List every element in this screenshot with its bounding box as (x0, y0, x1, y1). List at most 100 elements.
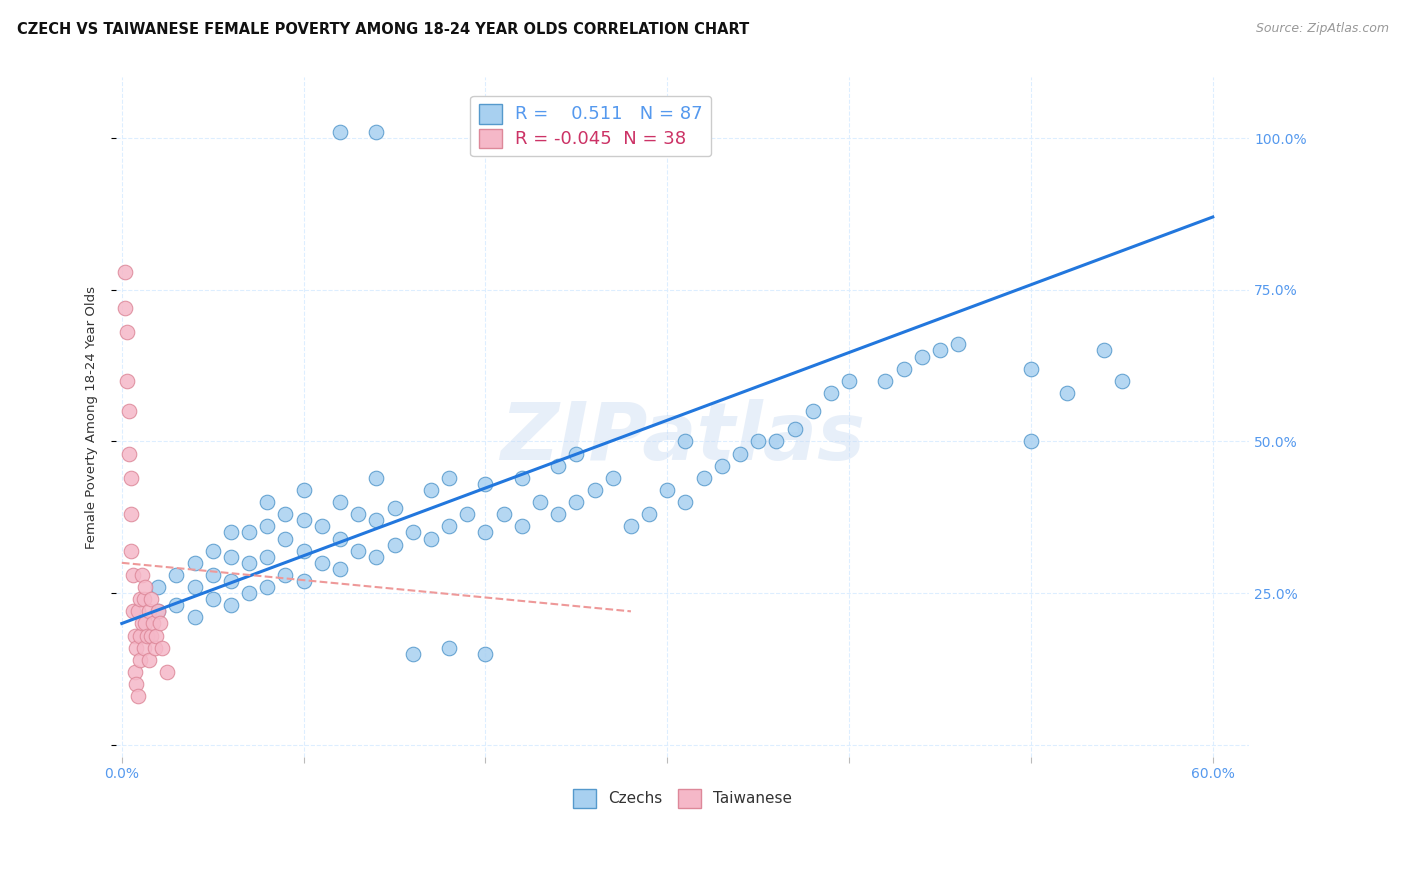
Point (347, 543, 370, 558)
Point (127, 690, 149, 704)
Point (292, 513, 315, 527)
Point (565, 495, 588, 509)
Point (125, 677, 148, 691)
Point (124, 665, 146, 679)
Point (219, 549, 242, 564)
Point (547, 508, 569, 522)
Point (114, 264, 136, 278)
Point (129, 592, 152, 607)
Point (510, 471, 533, 485)
Point (148, 604, 170, 618)
Point (366, 125, 388, 139)
Point (256, 549, 278, 564)
Point (121, 604, 143, 618)
Point (565, 447, 588, 461)
Point (948, 337, 970, 351)
Point (256, 495, 278, 509)
Point (620, 519, 643, 533)
Point (728, 447, 751, 461)
Point (131, 616, 153, 631)
Point (183, 610, 205, 624)
Point (274, 508, 297, 522)
Point (1111, 374, 1133, 388)
Point (474, 477, 496, 491)
Text: ZIPatlas: ZIPatlas (501, 399, 865, 476)
Point (437, 519, 460, 533)
Point (347, 508, 370, 522)
Point (138, 653, 160, 667)
Point (675, 495, 697, 509)
Point (138, 604, 160, 618)
Point (183, 556, 205, 570)
Point (292, 574, 315, 588)
Point (238, 586, 260, 600)
Point (156, 665, 179, 679)
Point (657, 483, 679, 497)
Point (583, 483, 606, 497)
Point (329, 495, 352, 509)
Legend: Czechs, Taiwanese: Czechs, Taiwanese (567, 783, 799, 814)
Point (510, 519, 533, 533)
Point (129, 653, 152, 667)
Point (238, 556, 260, 570)
Point (201, 568, 224, 582)
Point (129, 629, 152, 643)
Point (547, 458, 569, 473)
Point (366, 513, 388, 527)
Point (710, 458, 733, 473)
Point (456, 508, 478, 522)
Text: CZECH VS TAIWANESE FEMALE POVERTY AMONG 18-24 YEAR OLDS CORRELATION CHART: CZECH VS TAIWANESE FEMALE POVERTY AMONG … (17, 22, 749, 37)
Point (437, 471, 460, 485)
Point (402, 525, 425, 540)
Point (143, 640, 166, 655)
Point (256, 519, 278, 533)
Point (838, 374, 860, 388)
Point (311, 519, 333, 533)
Point (150, 640, 173, 655)
Point (1092, 343, 1115, 358)
Point (474, 647, 496, 661)
Point (201, 592, 224, 607)
Point (474, 525, 496, 540)
Point (292, 543, 315, 558)
Y-axis label: Female Poverty Among 18-24 Year Olds: Female Poverty Among 18-24 Year Olds (86, 285, 98, 549)
Point (219, 574, 242, 588)
Point (219, 525, 242, 540)
Point (820, 386, 842, 401)
Point (201, 543, 224, 558)
Point (437, 640, 460, 655)
Point (638, 508, 661, 522)
Point (165, 599, 187, 613)
Point (529, 495, 551, 509)
Point (875, 374, 897, 388)
Point (120, 508, 142, 522)
Point (136, 629, 159, 643)
Point (801, 404, 824, 418)
Point (114, 301, 136, 315)
Point (183, 580, 205, 594)
Point (117, 325, 139, 339)
Point (145, 629, 167, 643)
Point (120, 543, 142, 558)
Point (893, 361, 915, 376)
Point (132, 640, 155, 655)
Point (132, 592, 155, 607)
Text: Source: ZipAtlas.com: Source: ZipAtlas.com (1256, 22, 1389, 36)
Point (121, 568, 143, 582)
Point (402, 647, 425, 661)
Point (602, 471, 624, 485)
Point (127, 604, 149, 618)
Point (148, 604, 170, 618)
Point (148, 580, 170, 594)
Point (139, 592, 162, 607)
Point (134, 580, 156, 594)
Point (765, 434, 787, 449)
Point (329, 532, 352, 546)
Point (238, 525, 260, 540)
Point (139, 629, 162, 643)
Point (131, 568, 153, 582)
Point (311, 556, 333, 570)
Point (1019, 361, 1042, 376)
Point (329, 562, 352, 576)
Point (118, 404, 141, 418)
